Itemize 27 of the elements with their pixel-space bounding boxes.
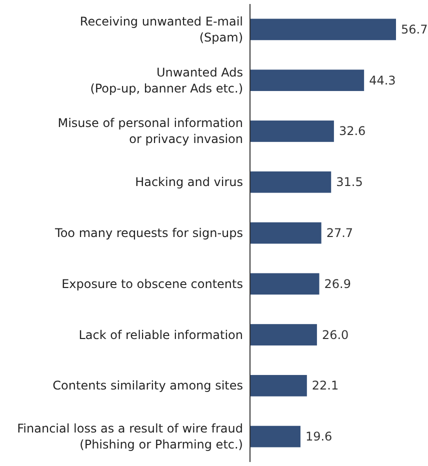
data-label: 31.5 <box>336 175 363 190</box>
y-tick-label: Financial loss as a result of wire fraud (Phishing or Pharming etc.) <box>17 422 243 452</box>
y-tick-label: Contents similarity among sites <box>52 378 243 393</box>
data-label: 32.6 <box>338 124 366 138</box>
bar <box>250 426 300 448</box>
data-label: 22.1 <box>312 378 339 393</box>
y-tick-label: Misuse of personal information or privacy invasion <box>58 116 243 146</box>
bar <box>250 374 307 396</box>
y-tick-label: Receiving unwanted E-mail (Spam) <box>80 14 243 44</box>
bar <box>250 222 322 244</box>
y-tick-label: Lack of reliable information <box>78 328 243 342</box>
bar <box>250 70 364 92</box>
y-tick-label: Unwanted Ads (Pop-up, banner Ads etc.) <box>90 65 243 96</box>
y-tick-label: Exposure to obscene contents <box>62 276 243 291</box>
y-tick-label: Too many requests for sign-ups <box>54 226 243 240</box>
data-label: 26.9 <box>324 276 351 291</box>
data-label: 27.7 <box>326 226 354 240</box>
bar <box>250 273 320 295</box>
bar <box>250 18 396 40</box>
data-label: 44.3 <box>369 73 396 88</box>
bar <box>250 171 332 193</box>
data-label: 56.7 <box>401 22 428 36</box>
data-label: 26.0 <box>322 328 349 342</box>
y-tick-label: Hacking and virus <box>135 175 243 190</box>
data-label: 19.6 <box>305 430 332 444</box>
bar <box>250 324 317 346</box>
bar <box>250 120 334 142</box>
